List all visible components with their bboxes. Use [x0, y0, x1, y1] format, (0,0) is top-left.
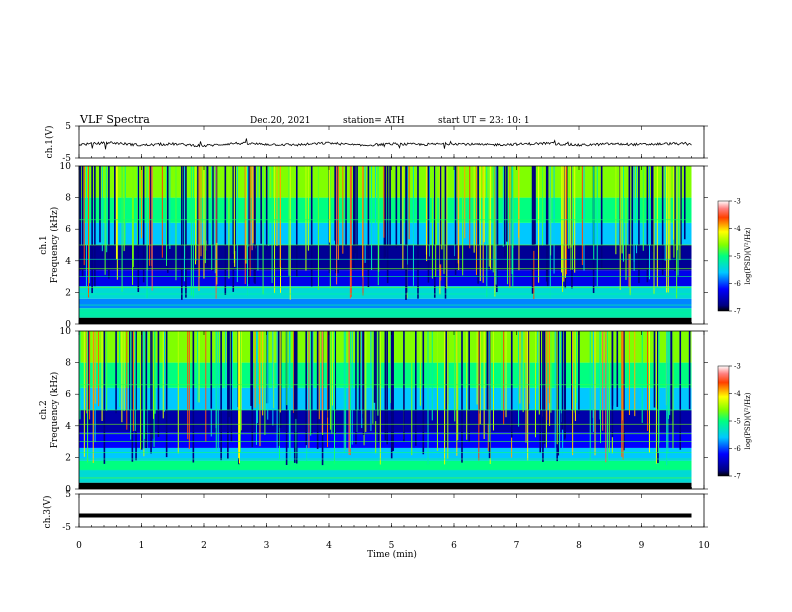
- start-time-label: start UT = 23: 10: 1: [438, 116, 530, 126]
- x-tick-label: 2: [201, 541, 207, 551]
- spectrogram-band: [79, 270, 692, 287]
- x-tick-label: 7: [514, 541, 520, 551]
- x-tick-label: 5: [389, 541, 395, 551]
- colorbar-tick-label: -4: [734, 225, 741, 233]
- y-tick-label: -5: [62, 523, 71, 533]
- spectrogram-band: [79, 460, 692, 471]
- spectrogram-band: [79, 298, 692, 309]
- ch1-frequency-ylabel: Frequency (kHz): [49, 207, 60, 284]
- ch2-colorbar-label: log(PSD)(V²/Hz): [744, 392, 752, 449]
- spectrogram-band: [79, 447, 692, 461]
- y-tick-label: 6: [65, 390, 71, 400]
- y-tick-label: 0: [65, 485, 71, 495]
- ch1-spectrogram-panel: 0 2 4 6 8 10 ch.1 Frequency (kHz): [39, 162, 708, 330]
- y-tick-label: 5: [65, 122, 71, 132]
- y-tick-label: 0: [65, 320, 71, 330]
- colorbar-tick-label: -7: [734, 473, 741, 481]
- ch1-spectrogram-ylabel: ch.1: [39, 235, 49, 254]
- x-axis-label: Time (min): [367, 549, 417, 560]
- colorbar-tick-label: -7: [734, 308, 741, 316]
- colorbar-tick-label: -5: [734, 418, 741, 426]
- ch1-waveform-frame: [78, 125, 705, 159]
- ch1-spectrogram-plot: [79, 166, 692, 324]
- ch2-colorbar-gradient: [717, 365, 730, 477]
- y-tick-label: 6: [65, 225, 71, 235]
- ch3-waveform-ylabel: ch.3(V): [42, 496, 53, 529]
- colorbar-tick-label: -3: [734, 363, 741, 371]
- x-tick-label: 9: [639, 541, 645, 551]
- ch1-colorbar-label: log(PSD)(V²/Hz): [744, 227, 752, 284]
- ch1-waveform-plot: [78, 138, 692, 150]
- ch2-frequency-ylabel: Frequency (kHz): [49, 372, 60, 449]
- y-tick-label: 4: [65, 257, 71, 267]
- spectrogram-band: [79, 470, 692, 483]
- ch1-spectrogram-y-ticks: 0 2 4 6 8 10: [60, 162, 708, 330]
- colorbar-tick-label: -6: [734, 445, 741, 453]
- ch1-waveform-panel: 5 -5 ch.1(V): [44, 122, 708, 164]
- ch1-colorbar-gradient: [717, 200, 730, 312]
- figure-title: VLF Spectra: [79, 113, 150, 126]
- ch1-colorbar-ticks: -3 -4 -5 -6 -7: [729, 198, 741, 316]
- y-tick-label: 5: [65, 490, 71, 500]
- x-tick-label: 1: [139, 541, 145, 551]
- spectrogram-bottom-row: [79, 319, 692, 324]
- ch2-spectrogram-panel: 0 2 4 6 8 10 ch.2 Frequency (kHz): [39, 327, 708, 495]
- x-tick-label: 10: [698, 541, 710, 551]
- station-label: station= ATH: [343, 116, 405, 126]
- ch1-waveform-y-ticks: 5 -5: [62, 122, 708, 164]
- x-tick-label: 0: [76, 541, 82, 551]
- x-tick-label: 8: [576, 541, 582, 551]
- ch2-colorbar: -3 -4 -5 -6 -7 log(PSD)(V²/Hz): [717, 363, 752, 481]
- ch2-spectrogram-plot: [79, 331, 692, 489]
- ch2-spectrogram-ylabel: ch.2: [39, 400, 49, 419]
- y-tick-label: 8: [65, 359, 71, 369]
- ch3-waveform-y-ticks: 5 -5: [62, 490, 708, 533]
- ch3-waveform-panel: 5 -5 ch.3(V): [42, 490, 708, 533]
- time-x-axis: 0 1 2 3 4 5 6 7 8 9 10: [76, 126, 710, 551]
- y-tick-label: 8: [65, 194, 71, 204]
- ch3-waveform-frame: [78, 493, 705, 528]
- y-tick-label: 4: [65, 422, 71, 432]
- x-tick-label: 6: [451, 541, 457, 551]
- ch1-colorbar: -3 -4 -5 -6 -7 log(PSD)(V²/Hz): [717, 198, 752, 316]
- colorbar-tick-label: -6: [734, 280, 741, 288]
- y-tick-label: 2: [65, 453, 71, 463]
- spectrogram-bottom-row: [79, 484, 692, 489]
- spectrogram-band: [79, 286, 692, 299]
- colorbar-tick-label: -5: [734, 253, 741, 261]
- x-tick-label: 3: [264, 541, 270, 551]
- colorbar-tick-label: -4: [734, 390, 741, 398]
- y-tick-label: 10: [60, 327, 72, 337]
- ch2-colorbar-ticks: -3 -4 -5 -6 -7: [729, 363, 741, 481]
- ch2-spectrogram-y-ticks: 0 2 4 6 8 10: [60, 327, 708, 495]
- y-tick-label: 2: [65, 288, 71, 298]
- y-tick-label: 10: [60, 162, 72, 172]
- ch1-waveform-line: [78, 138, 692, 150]
- x-tick-label: 4: [326, 541, 332, 551]
- date-label: Dec.20, 2021: [250, 116, 311, 126]
- ch1-waveform-ylabel: ch.1(V): [44, 126, 55, 159]
- y-tick-label: -5: [62, 154, 71, 164]
- colorbar-tick-label: -3: [734, 198, 741, 206]
